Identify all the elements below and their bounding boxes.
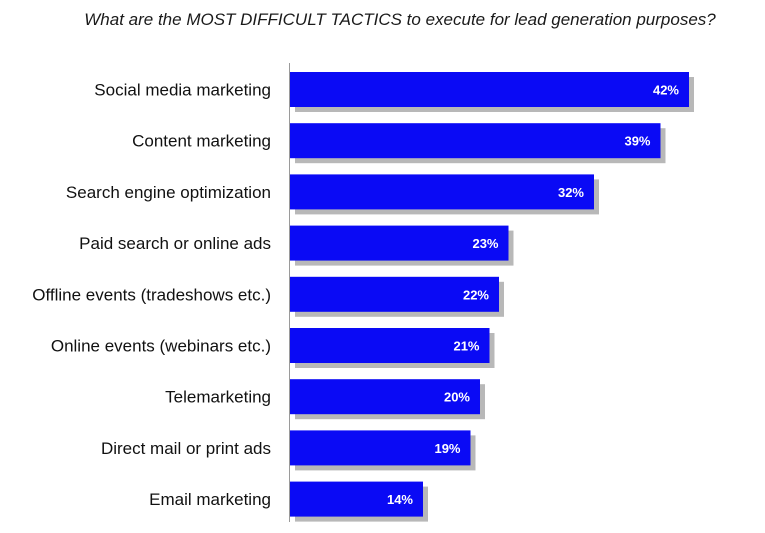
bar (290, 123, 661, 159)
category-label: Paid search or online ads (79, 234, 271, 253)
category-label: Search engine optimization (66, 183, 271, 202)
value-label: 32% (558, 185, 584, 200)
bar (290, 328, 490, 363)
value-label: 14% (387, 492, 413, 507)
value-label: 42% (653, 83, 679, 98)
category-label: Content marketing (132, 132, 271, 151)
value-label: 39% (624, 134, 650, 149)
bars-group: Social media marketing 42% Content marketi… (32, 72, 694, 522)
bar (290, 225, 509, 261)
value-label: 19% (434, 441, 460, 456)
bar (290, 430, 471, 466)
bar (290, 72, 689, 107)
category-label: Direct mail or print ads (101, 439, 271, 458)
bar (290, 174, 594, 210)
category-label: Telemarketing (165, 388, 271, 407)
category-label: Offline events (tradeshows etc.) (32, 285, 271, 304)
category-label: Social media marketing (94, 81, 271, 100)
bar (290, 379, 480, 415)
category-label: Online events (webinars etc.) (51, 337, 271, 356)
category-label: Email marketing (149, 490, 271, 509)
bar (290, 276, 499, 312)
value-label: 23% (472, 236, 498, 251)
value-label: 21% (453, 339, 479, 354)
chart-title: What are the MOST DIFFICULT TACTICS to e… (84, 10, 716, 29)
value-label: 22% (463, 287, 489, 302)
bar (290, 481, 423, 517)
value-label: 20% (444, 390, 470, 405)
